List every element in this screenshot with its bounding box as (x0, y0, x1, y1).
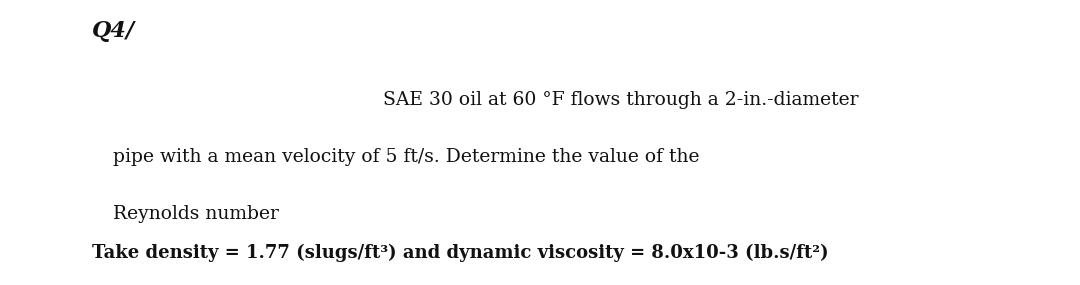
Text: Take density = 1.77 (slugs/ft³) and dynamic viscosity = 8.0x10-3 (lb.s/ft²): Take density = 1.77 (slugs/ft³) and dyna… (92, 244, 828, 262)
Text: Reynolds number: Reynolds number (113, 205, 280, 223)
Text: pipe with a mean velocity of 5 ft/s. Determine the value of the: pipe with a mean velocity of 5 ft/s. Det… (113, 148, 700, 166)
Text: Q4/: Q4/ (92, 20, 135, 42)
Text: SAE 30 oil at 60 °F flows through a 2-in.-diameter: SAE 30 oil at 60 °F flows through a 2-in… (383, 91, 859, 109)
